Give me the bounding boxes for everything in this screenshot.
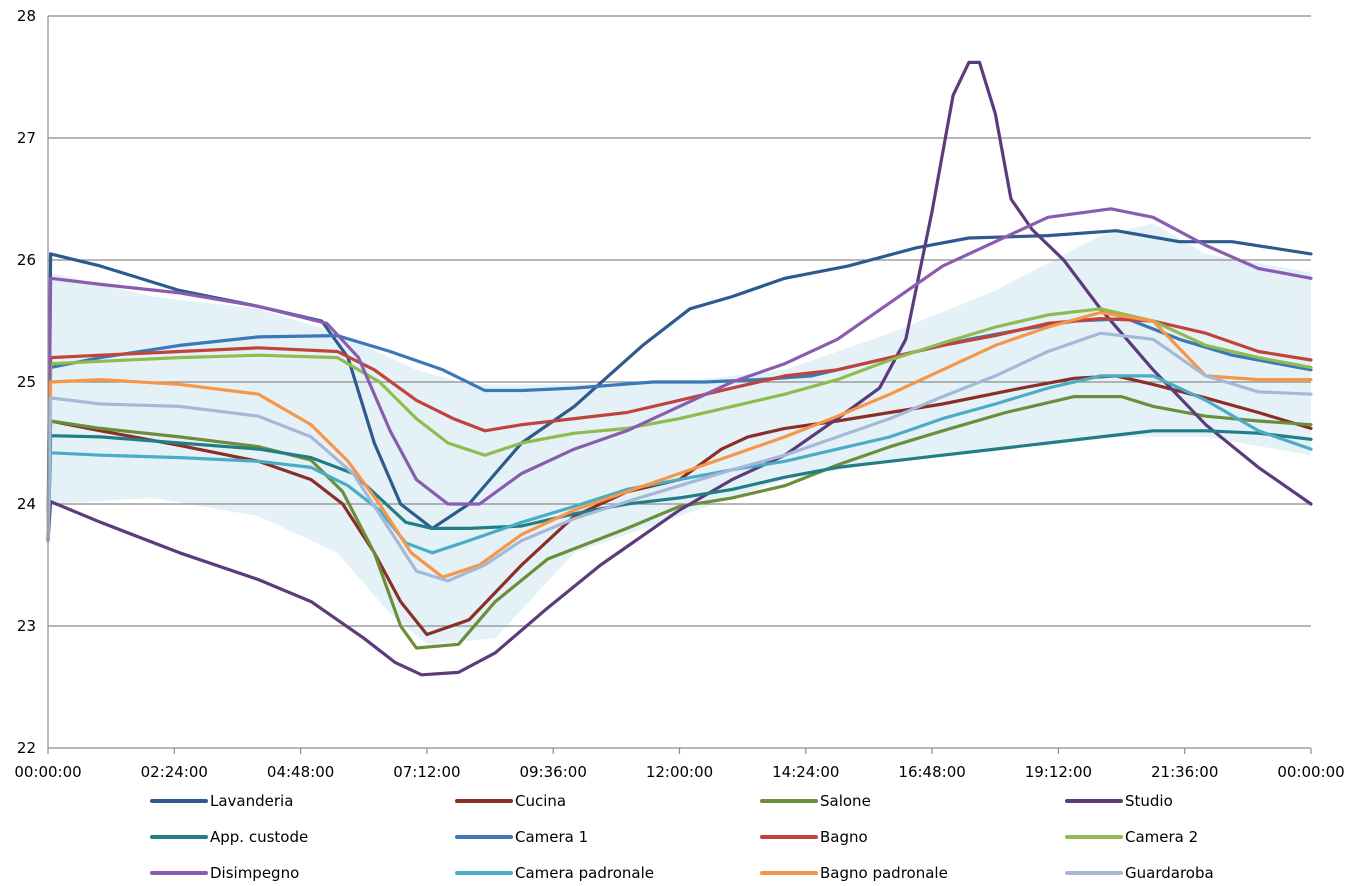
series-line-11 <box>46 331 1313 583</box>
y-tick-label: 24 <box>17 495 36 513</box>
x-tick-label: 14:24:00 <box>772 763 839 781</box>
x-tick-label: 21:36:00 <box>1151 763 1218 781</box>
x-tick-label: 07:12:00 <box>393 763 460 781</box>
series-line-9 <box>46 374 1313 555</box>
x-tick-label: 04:48:00 <box>267 763 334 781</box>
legend-label: Camera 1 <box>515 828 588 846</box>
y-tick-label: 23 <box>17 617 36 635</box>
series-line-3 <box>46 60 1313 677</box>
y-tick-label: 26 <box>17 251 36 269</box>
x-tick-label: 00:00:00 <box>14 763 81 781</box>
gridlines <box>48 15 1311 627</box>
legend-label: Bagno <box>820 828 868 846</box>
legend-label: Salone <box>820 792 871 810</box>
y-tick-label: 22 <box>17 739 36 757</box>
series-line-6 <box>46 317 1313 543</box>
legend-label: App. custode <box>210 828 308 846</box>
series-line-7 <box>46 307 1313 543</box>
series-lines <box>46 60 1313 677</box>
legend-label: Camera 2 <box>1125 828 1198 846</box>
y-tick-label: 28 <box>17 7 36 25</box>
legend-label: Cucina <box>515 792 566 810</box>
y-tick-label: 27 <box>17 129 36 147</box>
x-tick-label: 00:00:00 <box>1277 763 1344 781</box>
legend-label: Camera padronale <box>515 864 654 882</box>
x-tick-label: 02:24:00 <box>141 763 208 781</box>
series-line-4 <box>46 429 1313 543</box>
x-tick-label: 09:36:00 <box>520 763 587 781</box>
axes: 22 23 24 25 26 27 28 00:00:00 02:24:00 04:48:00 07… <box>14 7 1344 781</box>
x-tick-label: 19:12:00 <box>1025 763 1092 781</box>
y-tick-label: 25 <box>17 373 36 391</box>
legend-label: Studio <box>1125 792 1173 810</box>
legend-label: Lavanderia <box>210 792 293 810</box>
legend-label: Bagno padronale <box>820 864 948 882</box>
series-line-8 <box>46 207 1313 543</box>
series-line-10 <box>46 310 1313 579</box>
x-tick-label: 12:00:00 <box>646 763 713 781</box>
x-tick-label: 16:48:00 <box>898 763 965 781</box>
legend: Lavanderia Cucina Salone Studio App. custode… <box>150 792 1214 882</box>
legend-label: Disimpegno <box>210 864 299 882</box>
legend-label: Guardaroba <box>1125 864 1214 882</box>
